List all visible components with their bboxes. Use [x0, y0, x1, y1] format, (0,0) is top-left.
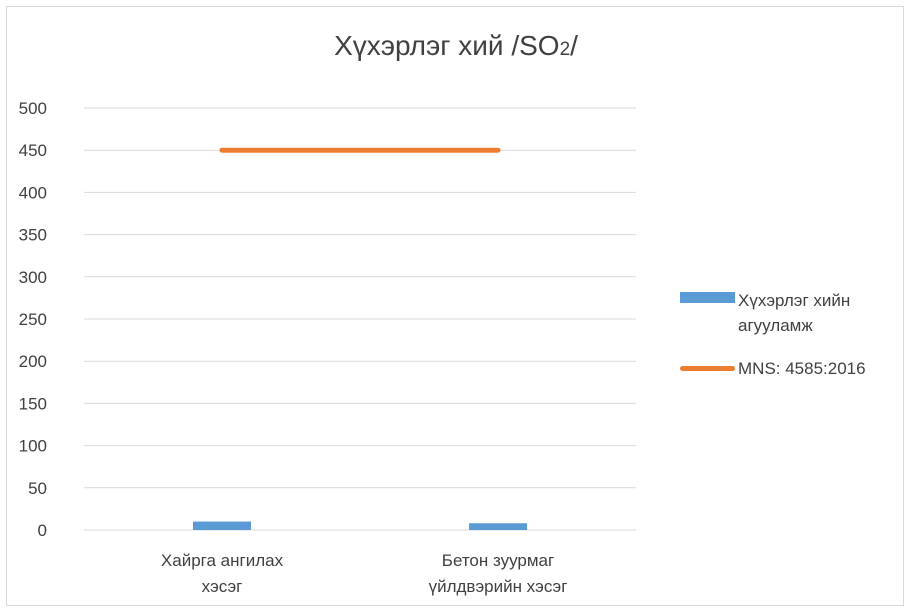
x-tick-label: Хайрга ангилах: [161, 551, 284, 570]
chart-frame: [6, 6, 904, 606]
y-tick-label: 350: [19, 226, 47, 245]
legend-item-bar: Хүхэрлэг хийн агууламж: [680, 288, 900, 338]
y-tick-label: 50: [28, 479, 47, 498]
y-tick-label: 500: [19, 99, 47, 118]
x-tick-label: үйлдвэрийн хэсэг: [429, 577, 568, 596]
legend-swatch-bar: [680, 292, 735, 303]
y-tick-label: 400: [19, 183, 47, 202]
x-tick-label: Бетон зуурмаг: [442, 551, 554, 570]
chart-title-tail: /: [570, 30, 578, 61]
bar: [193, 521, 251, 530]
y-tick-label: 300: [19, 268, 47, 287]
chart-title-subscript: 2: [559, 39, 571, 60]
legend-swatch-line: [680, 366, 735, 371]
legend: Хүхэрлэг хийн агууламж MNS: 4585:2016: [680, 288, 900, 399]
y-tick-label: 450: [19, 141, 47, 160]
chart-title-main: Хүхэрлэг хий /SO: [334, 30, 560, 61]
chart-title: Хүхэрлэг хий /SO2/: [0, 30, 912, 62]
legend-item-line: MNS: 4585:2016: [680, 356, 900, 381]
bar: [469, 523, 527, 530]
x-tick-label: хэсэг: [202, 577, 243, 596]
y-tick-label: 100: [19, 437, 47, 456]
y-tick-label: 200: [19, 352, 47, 371]
legend-label-bar: Хүхэрлэг хийн агууламж: [738, 291, 851, 335]
legend-label-line: MNS: 4585:2016: [738, 359, 866, 378]
y-tick-label: 150: [19, 394, 47, 413]
y-tick-label: 250: [19, 310, 47, 329]
y-tick-label: 0: [38, 521, 47, 540]
